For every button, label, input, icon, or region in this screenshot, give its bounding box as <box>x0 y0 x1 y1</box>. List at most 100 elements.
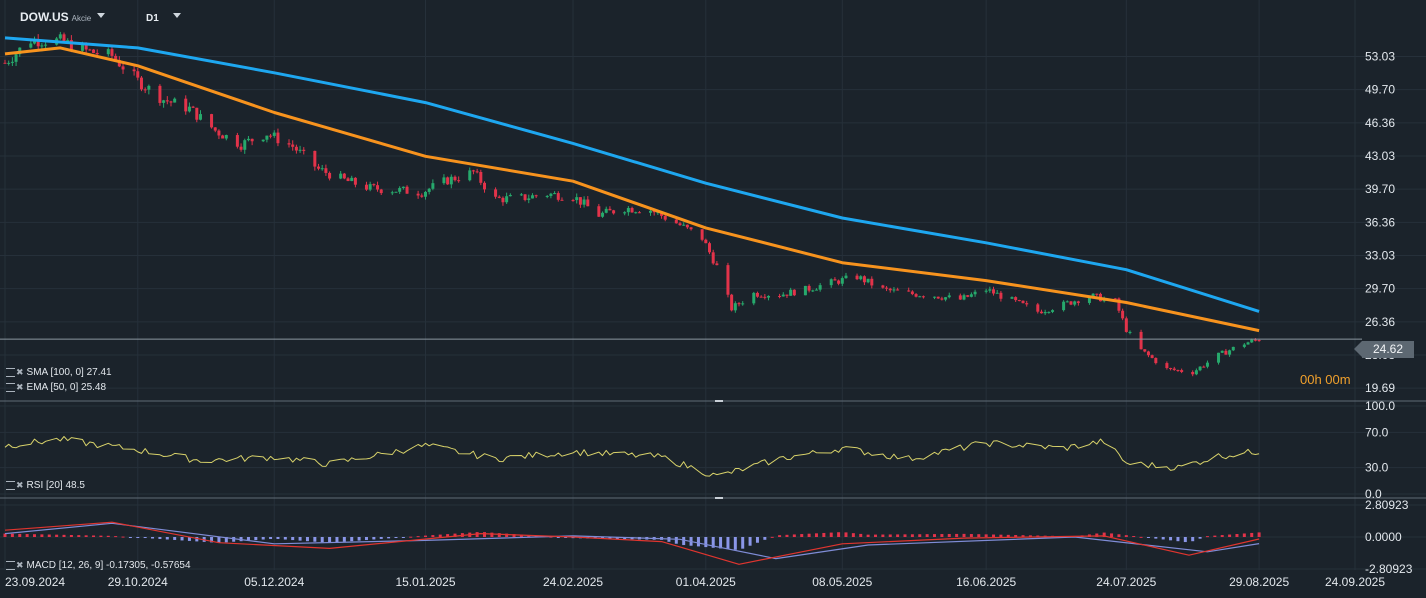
candle-body <box>1117 298 1121 311</box>
macd-histogram-bar <box>955 533 959 537</box>
candle-body <box>1191 371 1195 375</box>
candle-body <box>678 223 682 226</box>
candle <box>685 224 689 229</box>
candle <box>781 292 785 297</box>
macd-histogram-bar <box>350 537 354 542</box>
symbol-selector[interactable]: DOW.US Akcie <box>20 10 91 24</box>
macd-histogram-bar <box>364 537 368 541</box>
macd-histogram-bar <box>128 537 132 538</box>
date-axis-label: 29.10.2024 <box>108 575 168 589</box>
candle-body <box>191 106 195 108</box>
candle <box>508 193 512 197</box>
settings-icon[interactable] <box>6 367 15 377</box>
candle <box>575 193 579 204</box>
settings-icon[interactable] <box>6 480 15 490</box>
candle-body <box>508 195 512 197</box>
candle <box>217 129 221 140</box>
candle-body <box>689 227 693 230</box>
candle-body <box>907 290 911 292</box>
candle-body <box>372 184 376 186</box>
candle <box>844 272 848 279</box>
candle-body <box>62 34 66 42</box>
macd-histogram-bar <box>357 537 361 541</box>
candle-body <box>272 132 276 136</box>
candle-body <box>494 189 498 197</box>
macd-histogram-bar <box>298 537 302 541</box>
candle <box>324 164 328 176</box>
macd-histogram-bar <box>69 534 73 537</box>
settings-icon[interactable] <box>6 560 15 570</box>
candle <box>1121 308 1125 321</box>
macd-histogram-bar <box>814 533 818 537</box>
sma-legend[interactable]: ✖ SMA [100, 0] 27.41 <box>6 367 112 378</box>
candle-body <box>933 296 937 298</box>
candle-body <box>250 138 254 142</box>
candle <box>1154 357 1158 365</box>
macd-histogram-bar <box>859 533 863 537</box>
candle-body <box>634 212 638 214</box>
candle <box>198 110 202 121</box>
candle <box>479 169 483 186</box>
candle-body <box>117 60 121 67</box>
candle <box>372 183 376 187</box>
macd-histogram-bar <box>704 537 708 548</box>
macd-histogram-bar <box>1213 535 1217 537</box>
candle-body <box>468 170 472 181</box>
macd-histogram-bar <box>711 537 715 548</box>
macd-histogram-bar <box>1021 535 1025 537</box>
candle <box>313 150 317 171</box>
candle-body <box>405 186 409 194</box>
candle <box>1113 297 1117 300</box>
candle <box>549 192 553 199</box>
candle-body <box>368 184 372 190</box>
candle-body <box>818 285 822 290</box>
macd-histogram-bar <box>785 534 789 537</box>
candle <box>221 134 225 139</box>
candle-body <box>814 289 818 291</box>
macd-histogram-bar <box>918 534 922 537</box>
macd-histogram-bar <box>837 532 841 537</box>
close-icon[interactable]: ✖ <box>16 560 24 570</box>
macd-legend-label: MACD [12, 26, 9] -0.17305, -0.57654 <box>26 560 191 571</box>
ema-legend[interactable]: ✖ EMA [50, 0] 25.48 <box>6 382 106 393</box>
candle <box>545 195 549 199</box>
candle-body <box>1121 310 1125 319</box>
date-axis-label: 05.12.2024 <box>244 575 304 589</box>
symbol-dropdown-icon[interactable] <box>97 13 105 18</box>
candle-body <box>1017 300 1021 302</box>
macd-histogram-bar <box>47 534 51 537</box>
candle-body <box>892 289 896 291</box>
candle-body <box>224 135 228 139</box>
candle <box>210 113 214 129</box>
macd-histogram-bar <box>1117 534 1121 537</box>
candle <box>475 168 479 174</box>
macd-histogram-bar <box>1242 533 1246 537</box>
candle-body <box>169 101 173 103</box>
macd-histogram-bar <box>1154 537 1158 539</box>
macd-histogram-bar <box>1139 536 1143 538</box>
close-icon[interactable]: ✖ <box>16 382 24 392</box>
close-icon[interactable]: ✖ <box>16 480 24 490</box>
candle-body <box>342 173 346 179</box>
price-axis-label: 19.69 <box>1365 381 1395 395</box>
candle-body <box>918 296 922 298</box>
candle <box>1095 293 1099 297</box>
candle <box>505 192 509 204</box>
date-axis-label: 24.02.2025 <box>543 575 603 589</box>
candle-body <box>837 280 841 284</box>
candle-body <box>733 303 737 311</box>
timeframe-dropdown-icon[interactable] <box>173 13 181 18</box>
candle <box>833 277 837 281</box>
timeframe-selector[interactable]: D1 <box>146 13 159 24</box>
candle-body <box>549 193 553 196</box>
macd-legend[interactable]: ✖ MACD [12, 26, 9] -0.17305, -0.57654 <box>6 560 191 571</box>
macd-histogram-bar <box>210 537 214 543</box>
rsi-legend[interactable]: ✖ RSI [20] 48.5 <box>6 480 85 491</box>
candle <box>637 210 641 214</box>
settings-icon[interactable] <box>6 382 15 392</box>
close-icon[interactable]: ✖ <box>16 367 24 377</box>
candle-body <box>95 52 99 55</box>
candle <box>457 176 461 183</box>
macd-histogram-bar <box>18 533 22 537</box>
